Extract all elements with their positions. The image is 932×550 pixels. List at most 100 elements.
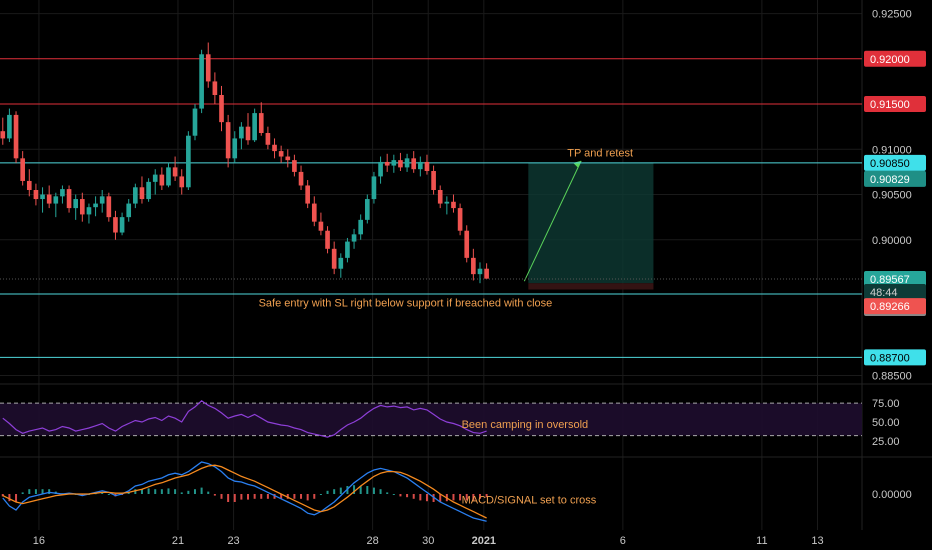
price-tag-bg <box>864 270 926 287</box>
macd-histogram-bar <box>306 494 309 501</box>
macd-histogram-bar <box>207 491 210 494</box>
candle-body <box>418 161 423 170</box>
price-tag: 48:44 <box>870 287 898 299</box>
candle-body <box>205 54 211 82</box>
level-tag: 0.90850 <box>870 158 910 170</box>
macd-histogram-bar <box>28 489 31 494</box>
candle-body <box>285 156 291 161</box>
macd-histogram-bar <box>147 488 150 494</box>
level-tag: 0.91500 <box>870 99 910 111</box>
candle-body <box>7 114 12 139</box>
candle-body <box>398 160 403 168</box>
candle-body <box>272 144 277 152</box>
macd-histogram-bar <box>253 494 256 499</box>
macd-histogram-bar <box>134 489 137 494</box>
candle-body <box>431 171 436 190</box>
signal-line <box>2 464 487 519</box>
macd-histogram-bar <box>399 494 402 497</box>
macd-histogram-bar <box>293 494 296 499</box>
macd-histogram-bar <box>273 494 276 499</box>
macd-histogram-bar <box>101 492 104 494</box>
stop-zone <box>528 283 654 290</box>
macd-histogram-bar <box>127 492 130 494</box>
candle-body <box>232 138 238 159</box>
candle-body <box>86 207 92 215</box>
candle-body <box>159 174 165 186</box>
candle-body <box>318 221 324 231</box>
x-tick-label: 30 <box>422 535 434 547</box>
macd-histogram-bar <box>452 494 455 501</box>
candle-body <box>338 257 344 269</box>
price-tick-label: 0.92500 <box>872 9 912 21</box>
macd-histogram-bar <box>313 494 316 499</box>
macd-histogram-bar <box>412 494 415 499</box>
candle-body <box>404 158 410 168</box>
candle-body <box>437 190 443 204</box>
macd-histogram-bar <box>233 494 236 502</box>
candle-body <box>20 158 25 181</box>
macd-histogram-bar <box>280 494 283 499</box>
candle-body <box>146 181 151 200</box>
candle-body <box>265 133 271 145</box>
macd-histogram-bar <box>81 494 84 496</box>
rsi-panel <box>0 400 862 438</box>
candle-body <box>13 114 19 159</box>
level-tag-bg <box>864 96 926 113</box>
position-zones <box>523 160 654 290</box>
rsi-line <box>2 400 487 438</box>
candle-body <box>371 176 377 200</box>
price-tick-label: 0.90500 <box>872 190 912 202</box>
candle-body <box>457 208 463 231</box>
macd-histogram-bar <box>366 486 369 494</box>
candle-body <box>477 268 483 275</box>
candle-body <box>133 187 138 204</box>
macd-histogram-bar <box>339 487 342 494</box>
candle-body <box>484 268 489 279</box>
candle-body <box>298 171 304 186</box>
macd-histogram-bar <box>319 494 322 495</box>
candle-body <box>166 167 171 186</box>
level-lines <box>0 58 862 358</box>
grid <box>0 0 932 530</box>
annotation-tp-retest: TP and retest <box>567 148 633 160</box>
candle-body <box>311 203 317 222</box>
macd-histogram-bar <box>213 494 216 496</box>
macd-histogram-bar <box>266 494 269 499</box>
candle-body <box>219 95 224 123</box>
candle-body <box>424 161 430 171</box>
candle-body <box>139 187 145 200</box>
macd-histogram-bar <box>187 490 190 494</box>
annotation-rsi-oversold: Been camping in oversold <box>462 419 589 431</box>
candle-body <box>53 196 59 204</box>
candle-body <box>179 176 185 188</box>
macd-histogram-bar <box>419 494 422 501</box>
candle-body <box>444 201 450 204</box>
macd-histogram-bar <box>372 487 375 494</box>
x-tick-label: 6 <box>620 535 626 547</box>
macd-histogram-bar <box>154 489 157 494</box>
macd-tick-label: 0.00000 <box>872 489 912 501</box>
candle-body <box>26 180 32 190</box>
candle-body <box>79 199 85 215</box>
candle-body <box>245 126 251 141</box>
macd-histogram-bar <box>406 494 409 498</box>
price-tick-label: 0.88500 <box>872 370 912 382</box>
macd-histogram-bar <box>247 494 250 500</box>
macd-histogram-bar <box>260 494 263 499</box>
price-tag: 0.89567 <box>870 274 910 286</box>
candle-body <box>192 108 198 136</box>
macd-histogram-bar <box>300 494 303 499</box>
macd-histogram-bar <box>326 490 329 494</box>
macd-histogram-bar <box>41 489 44 494</box>
macd-histogram-bar <box>425 494 428 502</box>
macd-histogram-bar <box>107 494 110 495</box>
macd-line <box>2 461 487 522</box>
x-tick-label: 23 <box>227 535 239 547</box>
macd-histogram-bar <box>485 494 488 498</box>
price-tag: 0.89266 <box>870 301 910 313</box>
candle-body <box>33 190 39 200</box>
rsi-tick-label: 50.00 <box>872 417 900 429</box>
candle-body <box>73 199 79 209</box>
macd-histogram-bar <box>200 487 203 494</box>
